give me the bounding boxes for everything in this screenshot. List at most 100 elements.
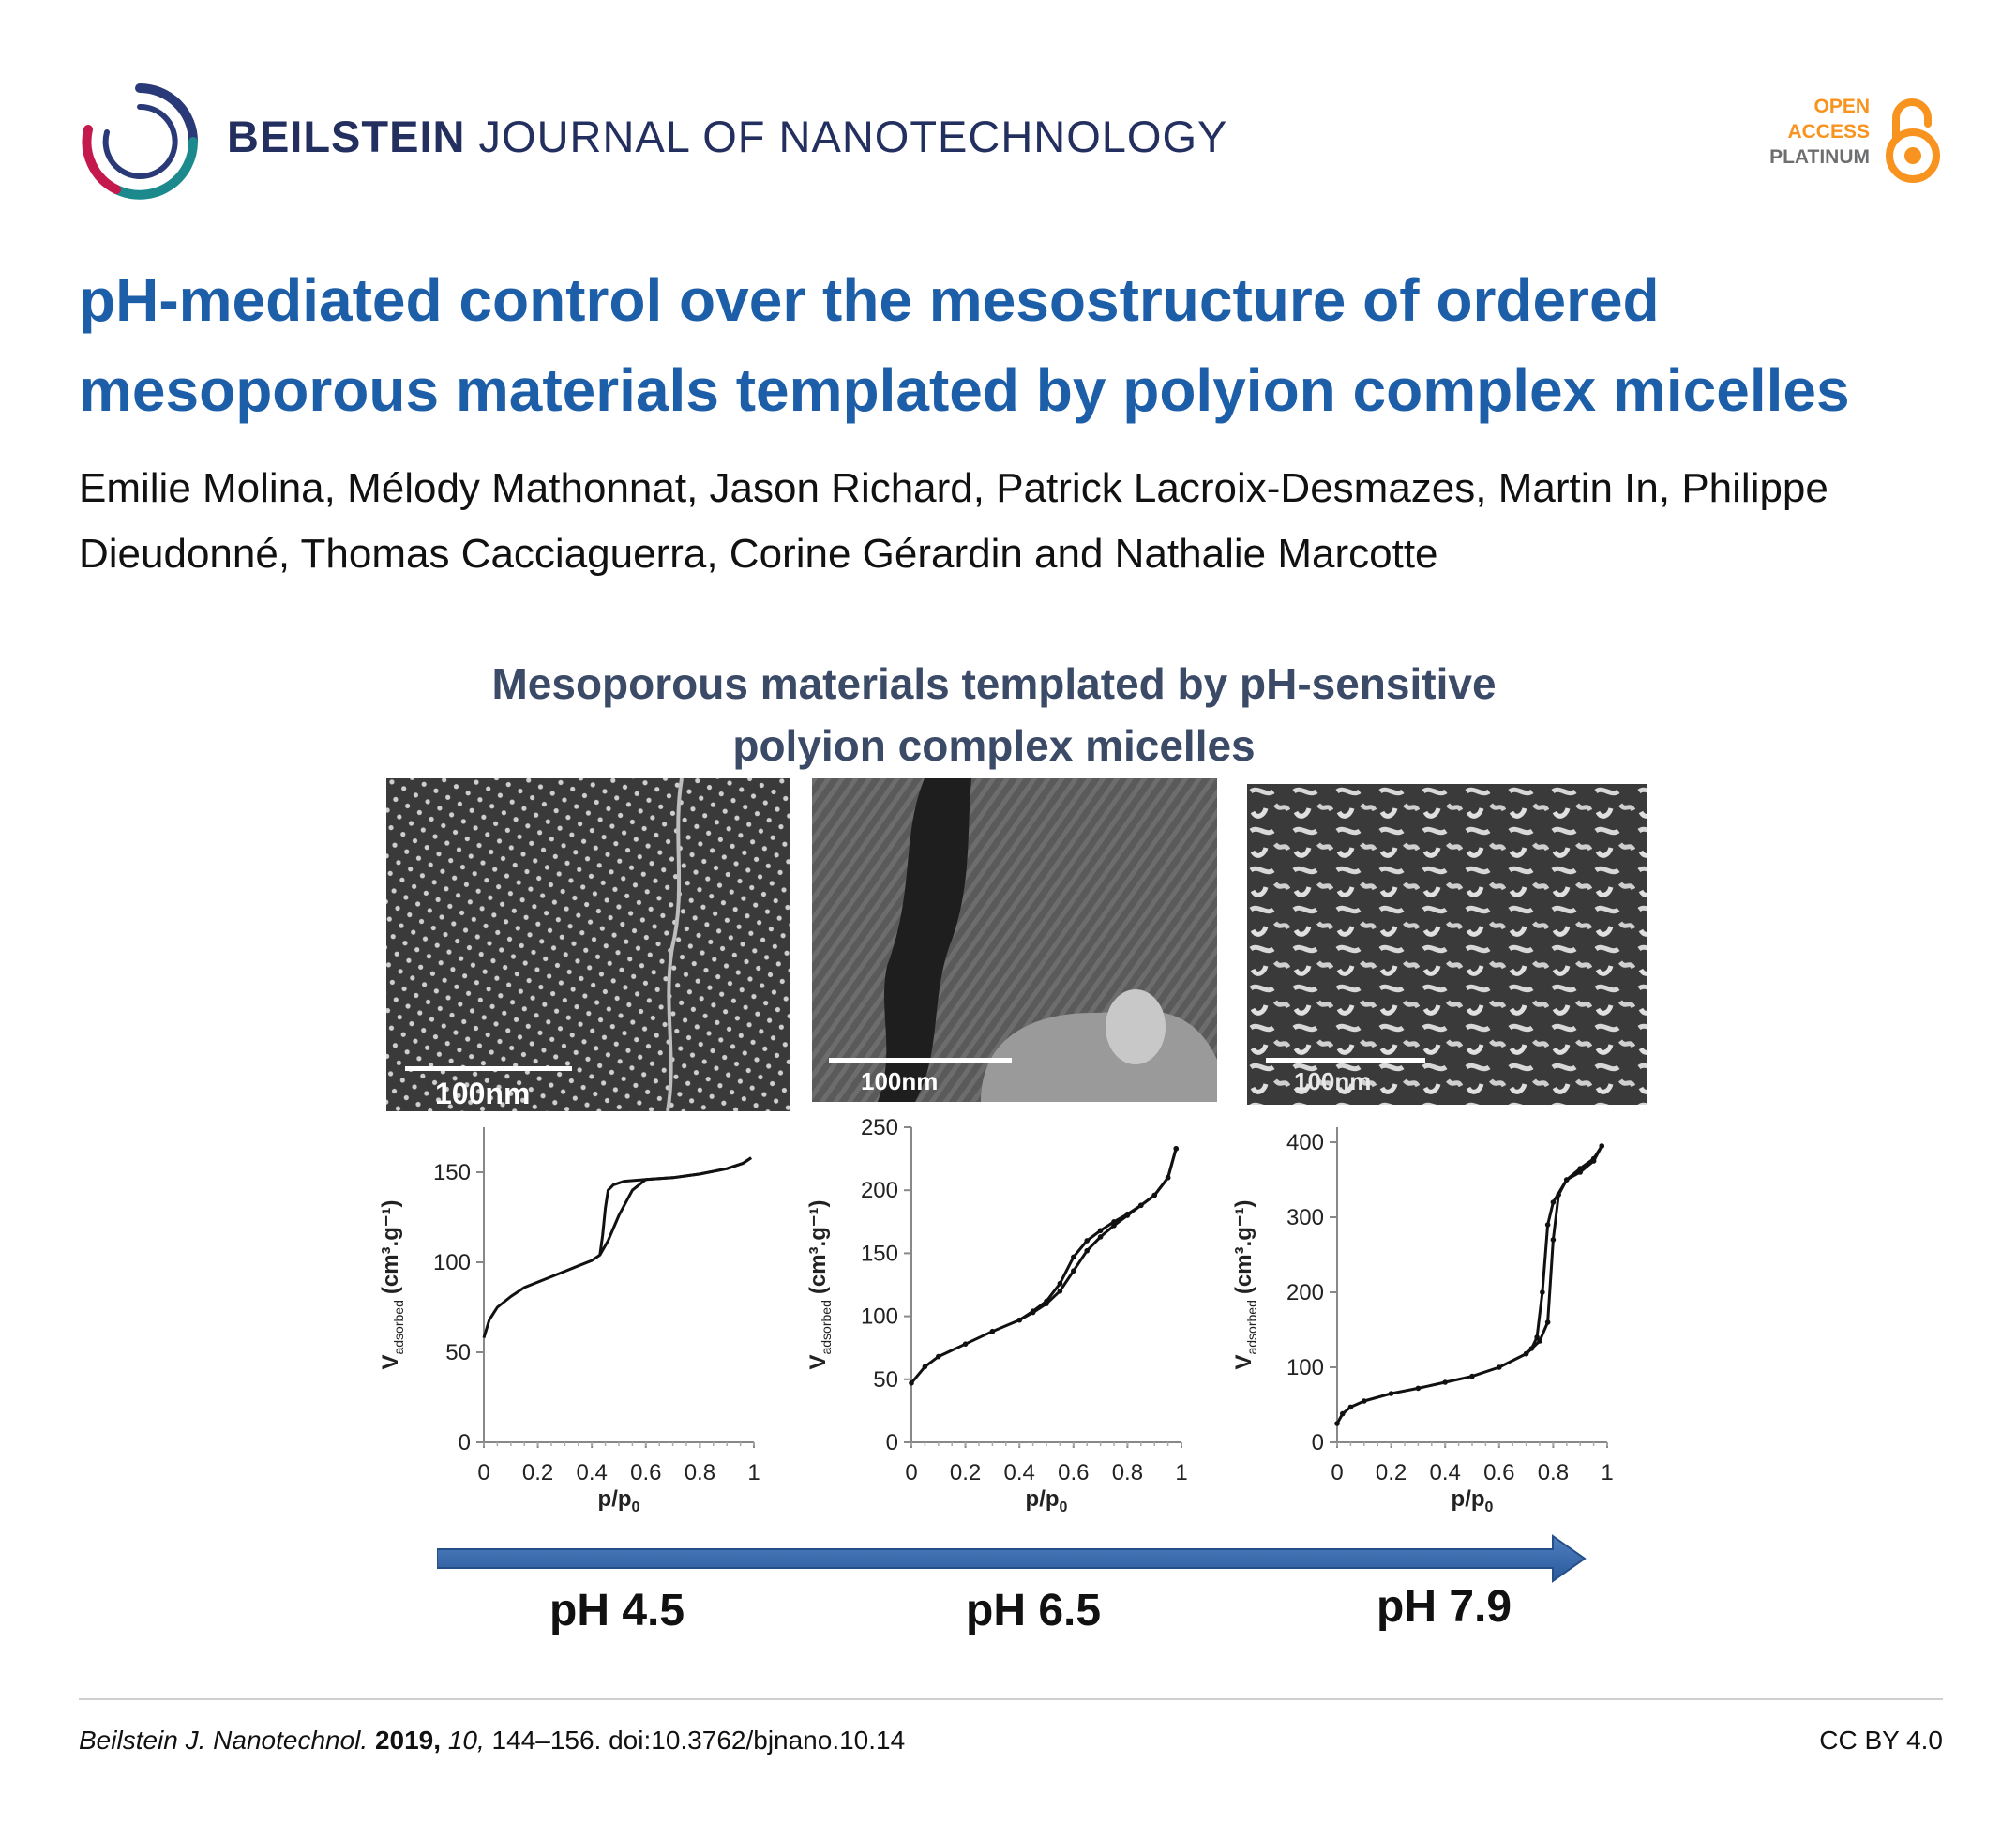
x-tick-label: 0.8 [1538,1460,1569,1485]
x-tick-label: 0.6 [1483,1460,1514,1485]
badge-line-platinum: PLATINUM [1769,146,1870,168]
data-point [962,1341,969,1347]
x-axis-title: p/p0 [1452,1486,1494,1515]
data-point [1138,1202,1144,1209]
data-point [1071,1268,1076,1274]
data-point [1388,1391,1394,1396]
citation-volume: 10, [447,1726,485,1755]
citation-journal: Beilstein J. Nanotechnol. [79,1726,369,1755]
data-point [1497,1364,1502,1370]
data-point [1415,1385,1422,1392]
y-tick-label: 50 [873,1367,898,1393]
data-point [1528,1346,1535,1351]
figure-title-line2: polyion complex micelles [732,721,1256,770]
data-point [936,1353,941,1360]
y-tick-label: 150 [861,1241,898,1266]
x-tick-label: 0.8 [1112,1460,1143,1485]
tem-image-ph79: 100nm [1247,784,1647,1105]
x-tick-label: 0.4 [1004,1460,1035,1485]
isotherm-series-desorption [1018,1148,1178,1321]
y-axis-title-main: V [1231,1355,1256,1370]
citation-year: 2019, [374,1726,442,1755]
isotherm-chart-0: 0 0.2 0.4 0.6 0.8 1 0 50 100 150 p/p0 Vadsorbed (cm³… [378,1127,760,1515]
isotherm-plot-ph65: 0 0.2 0.4 0.6 0.8 1 0 50 100 150 200 250 p/p0 Vadsorb… [803,1115,1196,1519]
isotherm-series-desorption [598,1156,752,1256]
x-tick-label: 0.2 [1376,1460,1407,1485]
ph-arrow-icon [437,1534,1587,1583]
data-point [1550,1199,1557,1205]
data-point [1590,1155,1597,1162]
x-tick-label: 0.2 [522,1460,553,1485]
data-point [1550,1237,1557,1243]
y-tick-label: 100 [433,1250,471,1275]
x-tick-label: 0.8 [685,1460,715,1485]
isotherm-series-desorption [1525,1145,1603,1355]
isotherm-plot-ph79: 0 0.2 0.4 0.6 0.8 1 0 100 200 300 400 p/p0 Vadsorbed… [1228,1116,1622,1519]
journal-name-rest: JOURNAL OF NANOTECHNOLOGY [478,112,1228,161]
data-point [1347,1404,1354,1410]
isotherm-plot-ph45: 0 0.2 0.4 0.6 0.8 1 0 50 100 150 p/p0 Vadsorbed (cm³… [375,1116,769,1515]
isotherm-chart-2: 0 0.2 0.4 0.6 0.8 1 0 100 200 300 400 p/p0 Vadsorbed… [1231,1127,1614,1515]
figure-title: Mesoporous materials templated by pH-sen… [356,653,1632,776]
data-point [1165,1174,1171,1181]
data-point [1442,1379,1448,1385]
x-axis-title-sub: 0 [1485,1500,1494,1515]
isotherm-series-adsorption [910,1148,1178,1384]
ph-label-1: pH 4.5 [549,1586,685,1636]
y-axis-title: Vadsorbed (cm³.g⁻¹) [378,1199,406,1369]
license: CC BY 4.0 [1819,1726,1943,1755]
x-tick-label: 1 [747,1460,760,1485]
x-tick-label: 0.4 [577,1460,608,1485]
y-tick-label: 200 [861,1178,898,1203]
citation: Beilstein J. Nanotechnol. 2019, 10, 144–… [79,1726,905,1756]
x-axis-title-sub: 0 [632,1500,640,1515]
data-point [1334,1421,1340,1426]
data-point [1339,1410,1346,1417]
y-axis-title-sub: adsorbed [819,1300,834,1354]
y-tick-label: 0 [886,1430,898,1455]
y-tick-label: 200 [1286,1280,1324,1305]
x-tick-label: 0 [477,1460,489,1485]
data-point [989,1328,996,1334]
x-tick-label: 0 [1331,1460,1343,1485]
article-authors: Emilie Molina, Mélody Mathonnat, Jason R… [79,465,1828,577]
data-point [1523,1350,1529,1357]
x-axis-title-sub: 0 [1060,1500,1068,1515]
data-point [1599,1143,1605,1149]
x-tick-label: 0.6 [630,1460,661,1485]
data-point [922,1364,928,1370]
x-tick-label: 1 [1175,1460,1187,1485]
x-tick-label: 0.4 [1430,1460,1461,1485]
citation-pages-doi: 144–156. doi:10.3762/bjnano.10.14 [484,1726,906,1755]
figure-title-line1: Mesoporous materials templated by pH-sen… [491,659,1497,708]
y-tick-label: 400 [1286,1130,1324,1155]
y-axis-title: Vadsorbed (cm³.g⁻¹) [805,1199,834,1369]
y-axis-title-unit: (cm³.g⁻¹) [805,1199,831,1294]
y-tick-label: 50 [445,1340,471,1365]
data-point [1016,1317,1022,1323]
data-point [1577,1166,1583,1171]
article-title: pH-mediated control over the mesostructu… [79,266,1850,424]
badge-line-open: OPEN [1813,96,1870,117]
y-tick-label: 100 [861,1304,898,1330]
scale-bar-label: 100nm [435,1077,531,1110]
data-point [1544,1319,1551,1325]
y-tick-label: 100 [1286,1355,1324,1380]
y-axis-title-sub: adsorbed [391,1300,406,1354]
data-point [1537,1338,1542,1344]
journal-name: BEILSTEIN JOURNAL OF NANOTECHNOLOGY [227,111,1227,162]
beilstein-logo-icon [82,83,198,200]
data-point [1469,1373,1475,1379]
y-tick-label: 250 [861,1115,898,1140]
y-tick-label: 300 [1286,1205,1324,1230]
data-point [1071,1254,1076,1260]
scale-bar-label: 100nm [1294,1067,1372,1095]
x-axis-title: p/p0 [598,1486,640,1515]
open-access-badge: OPEN ACCESS PLATINUM [1718,94,1943,188]
x-tick-label: 1 [1601,1460,1613,1485]
data-point [1057,1288,1063,1294]
data-point [1097,1234,1104,1240]
data-point [1057,1280,1063,1287]
data-point [1544,1222,1551,1228]
y-tick-label: 0 [1312,1430,1324,1455]
